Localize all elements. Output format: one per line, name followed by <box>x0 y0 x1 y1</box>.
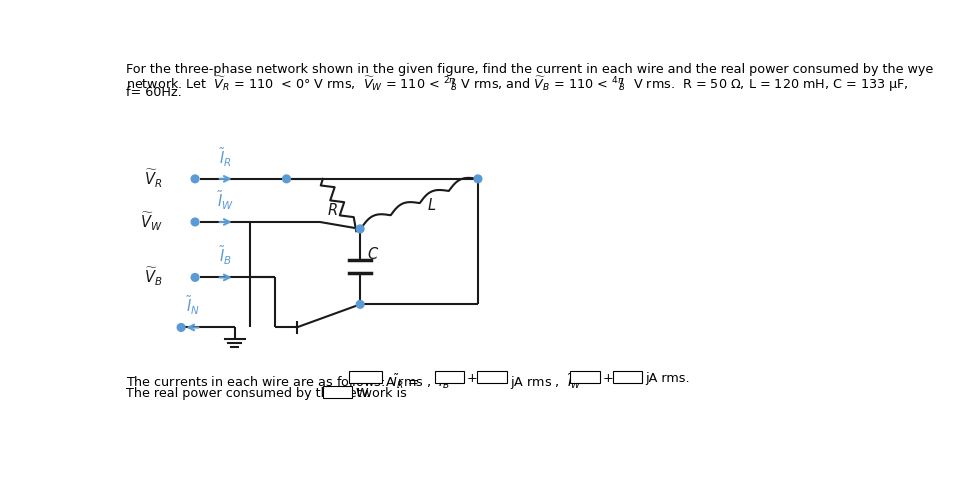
FancyBboxPatch shape <box>323 386 352 398</box>
Text: jA rms.: jA rms. <box>645 372 690 385</box>
Text: $\widetilde{I}_W$: $\widetilde{I}_W$ <box>217 190 234 212</box>
Text: W.: W. <box>356 387 371 400</box>
Text: $\widetilde{V}_R$: $\widetilde{V}_R$ <box>144 168 162 190</box>
Text: C: C <box>367 247 378 262</box>
Text: A rms ,  $\widetilde{I}_B$ =: A rms , $\widetilde{I}_B$ = <box>385 372 464 391</box>
Circle shape <box>356 225 364 233</box>
Text: R: R <box>327 203 338 218</box>
Text: The currents in each wire are as follows:  $\widetilde{I}_R$ =: The currents in each wire are as follows… <box>126 372 418 391</box>
Text: +: + <box>467 372 478 385</box>
FancyBboxPatch shape <box>349 371 382 383</box>
Text: jA rms ,  $\widetilde{I}_W$ =: jA rms , $\widetilde{I}_W$ = <box>509 372 596 392</box>
Text: The real power consumed by the network is: The real power consumed by the network i… <box>126 387 407 400</box>
Text: L: L <box>428 199 435 213</box>
Text: $\widetilde{V}_W$: $\widetilde{V}_W$ <box>140 211 162 233</box>
FancyBboxPatch shape <box>434 371 464 383</box>
Circle shape <box>177 324 185 331</box>
FancyBboxPatch shape <box>478 371 506 383</box>
Circle shape <box>283 175 291 183</box>
Circle shape <box>191 175 199 183</box>
Text: $\widetilde{V}_B$: $\widetilde{V}_B$ <box>144 266 162 288</box>
Text: $\widetilde{I}_R$: $\widetilde{I}_R$ <box>219 146 231 169</box>
Circle shape <box>191 273 199 281</box>
Text: For the three-phase network shown in the given figure, find the current in each : For the three-phase network shown in the… <box>126 63 933 76</box>
FancyBboxPatch shape <box>613 371 643 383</box>
Text: $\widetilde{I}_B$: $\widetilde{I}_B$ <box>219 245 232 268</box>
Text: network. Let  $\widetilde{V}_R$ = 110  < 0° V rms,  $\widetilde{V}_W$ = 110 < $^: network. Let $\widetilde{V}_R$ = 110 < 0… <box>126 75 909 94</box>
Text: f= 60Hz.: f= 60Hz. <box>126 86 182 99</box>
Circle shape <box>191 218 199 226</box>
Text: +: + <box>602 372 614 385</box>
Text: $\widetilde{I}_N$: $\widetilde{I}_N$ <box>186 295 199 317</box>
FancyBboxPatch shape <box>571 371 599 383</box>
Circle shape <box>474 175 481 183</box>
Circle shape <box>356 300 364 308</box>
